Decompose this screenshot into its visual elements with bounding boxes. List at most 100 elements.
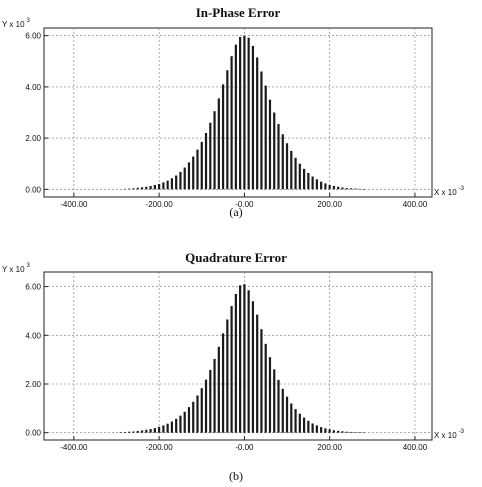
histogram-bar bbox=[256, 57, 259, 190]
histogram-bar bbox=[332, 185, 336, 190]
y-tick-label: 4.00 bbox=[25, 83, 41, 92]
histogram-bar bbox=[251, 45, 255, 190]
histogram-bar bbox=[345, 188, 348, 190]
histogram-bar bbox=[264, 343, 267, 433]
histogram-bar bbox=[239, 285, 242, 433]
histogram-bar bbox=[315, 425, 318, 433]
histogram-bar bbox=[162, 182, 165, 190]
histogram-bar bbox=[247, 37, 250, 190]
histogram-bar bbox=[196, 149, 199, 190]
histogram-bar bbox=[243, 35, 246, 190]
histogram-bar bbox=[166, 423, 169, 433]
y-tick-label: 2.00 bbox=[25, 380, 41, 389]
y-axis-label-a: Y x 10 3 bbox=[2, 18, 31, 29]
histogram-bar bbox=[341, 187, 344, 190]
histogram-bar bbox=[209, 122, 212, 190]
bars-b bbox=[119, 284, 365, 434]
histogram-bar bbox=[298, 413, 301, 433]
histogram-bar bbox=[204, 132, 208, 190]
histogram-bar bbox=[345, 431, 348, 433]
histogram-bar bbox=[226, 319, 229, 433]
histogram-bar bbox=[281, 134, 284, 190]
plot-frame-b bbox=[43, 271, 433, 441]
histogram-bar bbox=[354, 188, 357, 190]
histogram-bar bbox=[260, 71, 263, 190]
caption-a: (a) bbox=[229, 205, 242, 219]
histogram-bar bbox=[337, 430, 340, 433]
histogram-bar bbox=[277, 124, 280, 190]
histogram-bar bbox=[136, 430, 139, 433]
chart-panel-a: In-Phase Error Y x 10 3 X x 10 -3 0.00 2.00… bbox=[2, 5, 465, 219]
histogram-bar bbox=[243, 284, 246, 433]
histogram-bar bbox=[247, 290, 250, 433]
chart-panel-b: Quadrature Error Y x 10 3 X x 10 -3 0.00 2.… bbox=[2, 250, 465, 483]
histogram-bar bbox=[230, 306, 233, 433]
y-tick-label: 2.00 bbox=[25, 134, 41, 143]
histogram-bar bbox=[132, 188, 135, 190]
histogram-bar bbox=[128, 188, 131, 190]
x-tick-label: -200.00 bbox=[146, 443, 174, 452]
histogram-bar bbox=[200, 388, 203, 433]
histogram-bar bbox=[162, 425, 165, 433]
histogram-bar bbox=[170, 421, 174, 433]
histogram-bar bbox=[328, 429, 331, 433]
histogram-bar bbox=[256, 314, 259, 433]
histogram-bar bbox=[153, 428, 156, 433]
histogram-bar bbox=[128, 431, 131, 433]
histogram-bar bbox=[307, 420, 310, 433]
histogram-bar bbox=[213, 111, 216, 190]
histogram-bar bbox=[290, 150, 293, 190]
histogram-bar bbox=[320, 427, 323, 433]
histogram-bar bbox=[294, 157, 297, 190]
histogram-bar bbox=[281, 388, 284, 433]
x-tick-label: -0.00 bbox=[235, 200, 254, 209]
histogram-bar bbox=[337, 186, 340, 190]
x-tick-label: 400.00 bbox=[403, 443, 428, 452]
histogram-bar bbox=[209, 369, 212, 433]
histogram-bar bbox=[158, 183, 161, 190]
histogram-bar bbox=[324, 428, 327, 433]
histogram-bar bbox=[192, 156, 195, 190]
x-ticks-a: -400.00 -200.00 -0.00 200.00 400.00 bbox=[60, 193, 428, 209]
histogram-bar bbox=[140, 187, 144, 190]
histogram-bar bbox=[320, 181, 323, 190]
histogram-bar bbox=[145, 429, 148, 433]
x-axis-label-a: X x 10 -3 bbox=[434, 186, 465, 197]
chart-title-a: In-Phase Error bbox=[196, 5, 281, 20]
histogram-bar bbox=[179, 171, 182, 190]
histogram-bar bbox=[349, 431, 353, 433]
grid-b bbox=[44, 272, 432, 440]
plot-frame-a bbox=[43, 27, 433, 198]
histogram-bar bbox=[136, 187, 139, 190]
histogram-bar bbox=[123, 431, 127, 433]
histogram-bar bbox=[145, 186, 148, 190]
histogram-bar bbox=[153, 184, 156, 190]
x-tick-label: -400.00 bbox=[60, 443, 88, 452]
caption-b: (b) bbox=[229, 469, 243, 483]
histogram-bar bbox=[302, 168, 306, 190]
x-ticks-b: -400.00 -200.00 -0.00 200.00 400.00 bbox=[60, 436, 428, 452]
histogram-bar bbox=[311, 176, 314, 190]
y-tick-label: 0.00 bbox=[25, 185, 41, 194]
histogram-bar bbox=[324, 183, 327, 190]
histogram-bar bbox=[362, 432, 365, 434]
histogram-bar bbox=[298, 163, 301, 190]
histogram-bar bbox=[260, 329, 263, 433]
histogram-bar bbox=[332, 430, 336, 433]
histogram-bar bbox=[358, 188, 361, 190]
y-tick-label: 0.00 bbox=[25, 429, 41, 438]
histogram-bar bbox=[149, 429, 152, 433]
histogram-bar bbox=[341, 431, 344, 433]
x-tick-label: 200.00 bbox=[317, 200, 342, 209]
histogram-bar bbox=[315, 179, 318, 190]
histogram-bar bbox=[268, 357, 272, 433]
histogram-bar bbox=[140, 430, 144, 433]
grid-a bbox=[44, 28, 432, 197]
histogram-bar bbox=[226, 70, 229, 190]
y-tick-label: 6.00 bbox=[25, 32, 41, 41]
histogram-bar bbox=[149, 185, 152, 190]
histogram-bar bbox=[192, 401, 195, 433]
histogram-bar bbox=[221, 333, 225, 433]
histogram-bar bbox=[179, 415, 182, 433]
chart-title-b: Quadrature Error bbox=[185, 250, 287, 265]
